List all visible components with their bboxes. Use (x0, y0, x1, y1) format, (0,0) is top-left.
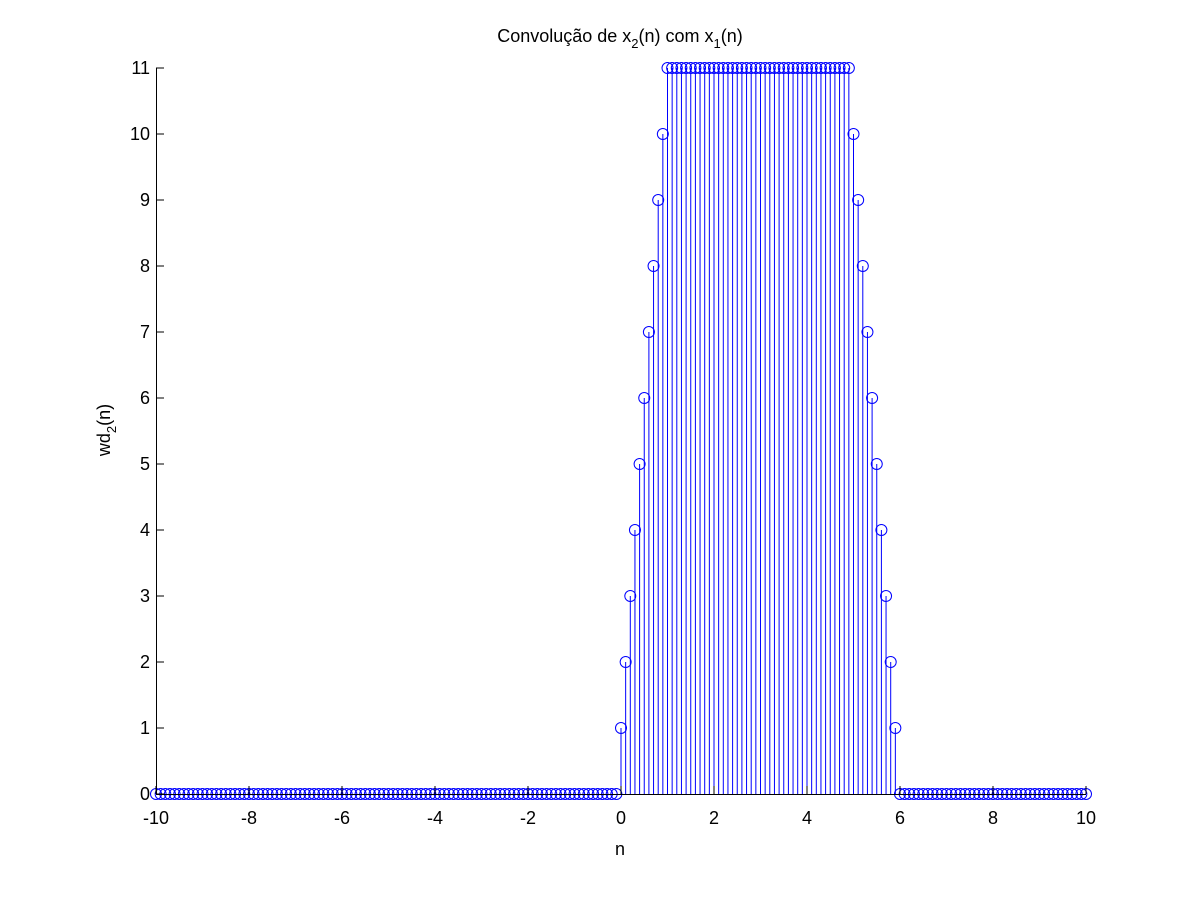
y-tick-label: 4 (140, 520, 150, 540)
stem-marker (694, 62, 707, 74)
stem-marker (791, 62, 804, 74)
x-tick-label: 0 (616, 808, 626, 828)
stem-marker (773, 62, 786, 74)
x-axis-label: n (615, 839, 625, 859)
y-tick-label: 5 (140, 454, 150, 474)
stem-marker (838, 62, 851, 74)
y-tick-label: 2 (140, 652, 150, 672)
stem-marker (842, 62, 855, 74)
stem-marker (638, 392, 651, 404)
x-tick-label: 4 (802, 808, 812, 828)
x-tick-label: -2 (520, 808, 536, 828)
stem-marker (619, 656, 632, 668)
stem-marker (661, 62, 674, 74)
stem-marker (656, 128, 669, 140)
stem-marker (647, 260, 660, 272)
stem-marker (642, 326, 655, 338)
stem-marker (852, 194, 865, 206)
stem-marker (615, 722, 627, 734)
y-tick-label: 10 (130, 124, 150, 144)
stem-marker (628, 524, 641, 536)
stem-marker (819, 62, 832, 74)
stem-marker (824, 62, 837, 74)
stem-marker (884, 656, 897, 668)
x-axis-ticks: -10 -8 -6 -4 -2 0 2 4 6 8 10 (143, 786, 1096, 828)
stem-marker (675, 62, 688, 74)
stem-marker (680, 62, 693, 74)
stem-marker (708, 62, 720, 74)
stem-marker (782, 62, 795, 74)
stem-marker (712, 62, 725, 74)
stem-marker (726, 62, 739, 74)
stem-lines (620, 68, 896, 794)
stem-marker (814, 62, 827, 74)
stem-marker (670, 62, 683, 74)
stem-marker (796, 62, 809, 74)
x-tick-label: 10 (1076, 808, 1096, 828)
stem-marker (731, 62, 744, 74)
x-tick-label: -4 (427, 808, 443, 828)
y-tick-label: 0 (140, 784, 150, 804)
stem-marker (689, 62, 702, 74)
stem-marker (875, 524, 888, 536)
y-axis-ticks: 0 1 2 3 4 5 6 7 8 9 10 11 (130, 58, 164, 804)
stem-marker (745, 62, 758, 74)
y-tick-label: 3 (140, 586, 150, 606)
stem-marker (666, 62, 679, 74)
y-tick-label: 9 (140, 190, 150, 210)
stem-marker (754, 62, 767, 74)
y-tick-label: 6 (140, 388, 150, 408)
stem-marker (735, 62, 748, 74)
stem-marker (856, 260, 869, 272)
stem-marker (740, 62, 753, 74)
stem-marker (810, 62, 823, 74)
x-tick-label: -6 (334, 808, 350, 828)
stem-marker (870, 458, 883, 470)
stem-marker (805, 62, 818, 74)
chart-title: Convolução de x2(n) com x1(n) (497, 26, 743, 51)
stem-marker (698, 62, 711, 74)
x-tick-label: 2 (709, 808, 719, 828)
x-tick-label: 8 (988, 808, 998, 828)
stem-marker (703, 62, 716, 74)
stem-marker (880, 590, 893, 602)
stem-marker (866, 392, 879, 404)
x-tick-label: -8 (241, 808, 257, 828)
stem-marker (801, 62, 813, 74)
x-tick-label: 6 (895, 808, 905, 828)
y-axis-label: wd2(n) (94, 404, 119, 457)
stem-marker (684, 62, 697, 74)
stem-marker (787, 62, 800, 74)
stem-marker (768, 62, 781, 74)
stem-marker (889, 722, 902, 734)
stem-marker (652, 194, 665, 206)
stem-marker (861, 326, 874, 338)
stem-marker (828, 62, 841, 74)
stem-marker (777, 62, 790, 74)
stem-marker (717, 62, 730, 74)
x-tick-label: -10 (143, 808, 169, 828)
stem-marker (624, 590, 637, 602)
y-tick-label: 11 (131, 58, 150, 78)
stem-marker (847, 128, 860, 140)
stem-marker (763, 62, 776, 74)
stem-marker (633, 458, 646, 470)
y-tick-label: 1 (140, 718, 150, 738)
stem-marker (721, 62, 734, 74)
y-tick-label: 8 (140, 256, 150, 276)
stem-marker (759, 62, 772, 74)
stem-marker (833, 62, 846, 74)
y-tick-label: 7 (140, 322, 150, 342)
stem-marker (749, 62, 762, 74)
